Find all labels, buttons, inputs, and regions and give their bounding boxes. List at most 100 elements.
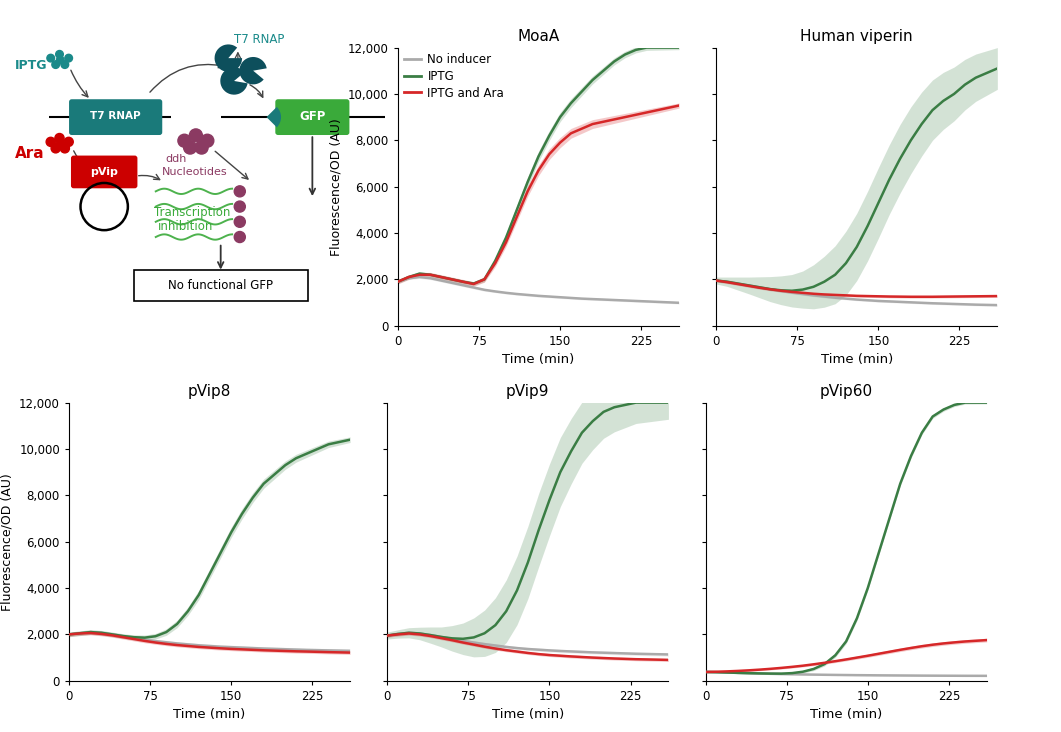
IPTG bbox=[479, 629, 491, 638]
IPTG and Ara bbox=[456, 638, 469, 647]
IPTG bbox=[851, 242, 864, 251]
IPTG and Ara bbox=[586, 119, 598, 129]
Text: Nucleotides: Nucleotides bbox=[161, 168, 227, 177]
IPTG and Ara bbox=[651, 655, 664, 664]
Line: IPTG: IPTG bbox=[716, 69, 997, 291]
IPTG and Ara bbox=[937, 292, 950, 301]
Title: pVip60: pVip60 bbox=[819, 384, 873, 399]
IPTG bbox=[127, 632, 140, 641]
IPTG bbox=[807, 665, 820, 673]
Title: MoaA: MoaA bbox=[518, 29, 559, 44]
IPTG bbox=[479, 275, 491, 284]
IPTG bbox=[775, 286, 787, 295]
IPTG and Ara bbox=[710, 276, 723, 285]
IPTG and Ara bbox=[467, 280, 480, 288]
IPTG bbox=[839, 258, 852, 267]
IPTG bbox=[424, 631, 437, 640]
IPTG and Ara bbox=[575, 124, 588, 133]
IPTG and Ara bbox=[106, 631, 119, 640]
IPTG and Ara bbox=[150, 638, 162, 647]
No inducer bbox=[489, 641, 502, 650]
IPTG and Ara bbox=[323, 648, 335, 657]
IPTG bbox=[63, 630, 75, 639]
No inducer bbox=[468, 638, 481, 647]
IPTG bbox=[533, 526, 545, 534]
IPTG and Ara bbox=[872, 292, 885, 301]
IPTG and Ara bbox=[970, 292, 982, 301]
Line: IPTG: IPTG bbox=[69, 440, 350, 638]
Text: pVip: pVip bbox=[90, 167, 118, 177]
IPTG bbox=[699, 668, 712, 676]
IPTG bbox=[651, 398, 664, 407]
No inducer bbox=[893, 297, 906, 306]
Circle shape bbox=[201, 134, 214, 147]
No inducer bbox=[117, 632, 129, 640]
IPTG and Ara bbox=[138, 637, 151, 646]
IPTG and Ara bbox=[797, 288, 810, 297]
Circle shape bbox=[234, 201, 245, 212]
No inducer bbox=[290, 645, 302, 654]
IPTG bbox=[246, 493, 259, 502]
No inducer bbox=[651, 650, 664, 659]
IPTG bbox=[608, 57, 621, 66]
No inducer bbox=[402, 274, 415, 283]
No inducer bbox=[521, 291, 534, 299]
IPTG and Ara bbox=[818, 658, 831, 667]
No inducer bbox=[587, 648, 599, 657]
IPTG and Ara bbox=[587, 653, 599, 662]
IPTG and Ara bbox=[619, 113, 631, 122]
IPTG and Ara bbox=[543, 150, 556, 159]
No inducer bbox=[764, 285, 777, 294]
IPTG and Ara bbox=[840, 655, 853, 664]
Line: No inducer: No inducer bbox=[706, 672, 987, 676]
IPTG and Ara bbox=[947, 292, 960, 301]
IPTG bbox=[872, 198, 885, 207]
No inducer bbox=[381, 631, 394, 640]
IPTG and Ara bbox=[279, 646, 292, 655]
IPTG bbox=[225, 528, 238, 537]
IPTG and Ara bbox=[872, 649, 885, 658]
IPTG bbox=[467, 279, 480, 288]
No inducer bbox=[807, 671, 820, 679]
IPTG and Ara bbox=[629, 655, 642, 664]
IPTG bbox=[192, 591, 205, 600]
IPTG bbox=[893, 479, 906, 488]
IPTG bbox=[916, 428, 928, 437]
IPTG and Ara bbox=[414, 630, 427, 639]
No inducer bbox=[521, 645, 534, 654]
IPTG and Ara bbox=[662, 103, 675, 112]
Text: No functional GFP: No functional GFP bbox=[169, 279, 273, 292]
Circle shape bbox=[65, 54, 72, 62]
No inducer bbox=[608, 296, 621, 305]
Text: T7 RNAP: T7 RNAP bbox=[233, 33, 284, 45]
IPTG bbox=[731, 279, 744, 288]
IPTG and Ara bbox=[479, 642, 491, 651]
Line: IPTG and Ara: IPTG and Ara bbox=[706, 640, 987, 672]
IPTG bbox=[214, 549, 227, 558]
No inducer bbox=[532, 291, 545, 300]
IPTG and Ara bbox=[392, 630, 404, 639]
No inducer bbox=[554, 646, 567, 655]
No inducer bbox=[775, 286, 787, 295]
FancyBboxPatch shape bbox=[69, 100, 162, 135]
Wedge shape bbox=[221, 67, 247, 94]
No inducer bbox=[203, 641, 216, 650]
IPTG bbox=[257, 479, 269, 488]
No inducer bbox=[959, 671, 972, 680]
IPTG and Ara bbox=[257, 646, 269, 654]
IPTG bbox=[710, 276, 723, 285]
IPTG bbox=[435, 272, 448, 281]
IPTG bbox=[203, 569, 216, 578]
No inducer bbox=[947, 299, 960, 308]
IPTG bbox=[926, 105, 939, 114]
No inducer bbox=[479, 640, 491, 649]
Line: IPTG: IPTG bbox=[398, 48, 679, 283]
No inducer bbox=[160, 638, 173, 646]
IPTG bbox=[587, 417, 599, 425]
IPTG and Ara bbox=[181, 641, 194, 650]
IPTG and Ara bbox=[829, 291, 841, 299]
No inducer bbox=[980, 300, 993, 309]
IPTG bbox=[311, 444, 324, 453]
Line: No inducer: No inducer bbox=[69, 632, 350, 651]
IPTG bbox=[597, 408, 610, 417]
